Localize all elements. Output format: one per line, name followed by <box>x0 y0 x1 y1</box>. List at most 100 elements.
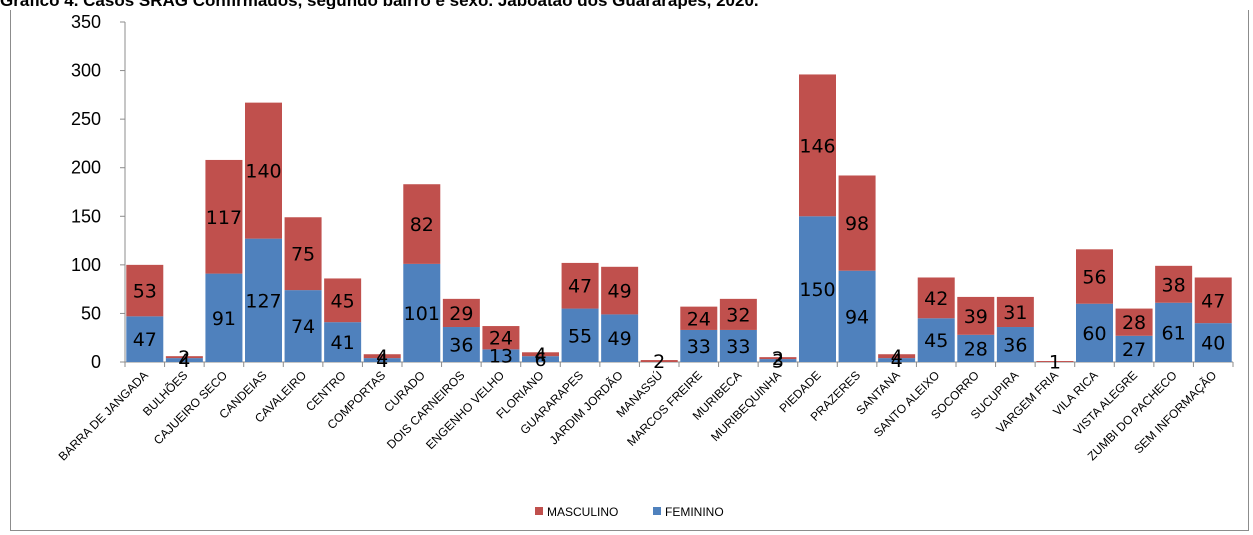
bar-feminino <box>799 216 836 362</box>
bar-masculino <box>640 360 678 362</box>
y-tick-label: 100 <box>71 255 101 275</box>
bar-feminino <box>1076 303 1113 362</box>
data-label-feminino: 55 <box>568 325 592 347</box>
bar-feminino <box>601 314 639 362</box>
data-label-masculino: 2 <box>178 347 190 369</box>
data-label-masculino: 32 <box>726 304 750 326</box>
bar-masculino <box>878 354 916 359</box>
bar-masculino <box>403 184 441 264</box>
data-label-feminino: 4 <box>891 350 903 372</box>
data-label-feminino: 4 <box>376 350 388 372</box>
data-label-masculino: 29 <box>449 303 473 325</box>
bar-feminino <box>838 270 876 362</box>
data-label-masculino: 56 <box>1082 267 1106 289</box>
bar-masculino <box>324 278 362 323</box>
legend-label-masculino: MASCULINO <box>547 505 618 519</box>
bar-feminino <box>957 334 995 362</box>
bar-masculino <box>838 175 876 271</box>
bar-masculino <box>284 217 322 291</box>
data-label-masculino: 140 <box>245 161 281 183</box>
data-label-masculino: 98 <box>845 213 869 235</box>
data-label-masculino: 28 <box>1122 312 1146 334</box>
data-label-masculino: 1 <box>1049 352 1061 374</box>
bar-feminino <box>719 329 757 362</box>
data-label-feminino: 40 <box>1201 333 1225 355</box>
bar-masculino <box>482 326 520 350</box>
data-label-feminino: 74 <box>291 316 315 338</box>
data-label-masculino: 39 <box>964 306 988 328</box>
data-label-masculino: 4 <box>534 344 546 366</box>
data-label-masculino: 47 <box>568 276 592 298</box>
bar-masculino <box>1076 249 1113 304</box>
data-label-masculino: 38 <box>1162 274 1186 296</box>
data-label-masculino: 117 <box>206 207 242 229</box>
data-label-masculino: 47 <box>1201 290 1225 312</box>
data-label-masculino: 53 <box>133 281 157 303</box>
bar-feminino <box>363 358 401 362</box>
x-category-label: CAJUEIRO SECO <box>151 368 230 447</box>
bar-masculino <box>1115 308 1153 336</box>
data-label-feminino: 61 <box>1162 322 1186 344</box>
x-category-label: MARCOS FREIRE <box>624 368 705 449</box>
bar-feminino <box>561 308 599 362</box>
y-tick-label: 300 <box>71 61 101 81</box>
data-label-feminino: 33 <box>687 336 711 358</box>
legend-swatch-feminino <box>653 507 661 515</box>
y-tick-label: 0 <box>91 352 101 372</box>
bar-masculino <box>165 356 203 359</box>
legend-label-feminino: FEMININO <box>665 505 724 519</box>
y-tick-label: 250 <box>71 109 101 129</box>
data-label-feminino: 13 <box>489 346 513 368</box>
bar-feminino <box>284 290 322 362</box>
data-label-masculino: 4 <box>376 346 388 368</box>
bar-feminino <box>917 318 955 362</box>
bar-feminino <box>759 359 797 362</box>
data-label-feminino: 127 <box>245 290 281 312</box>
bar-feminino <box>482 349 520 362</box>
data-label-feminino: 27 <box>1122 339 1146 361</box>
data-label-masculino: 2 <box>653 351 665 373</box>
bar-masculino <box>759 357 797 360</box>
data-label-masculino: 49 <box>608 281 632 303</box>
bar-feminino <box>324 322 362 362</box>
bar-masculino <box>363 354 401 359</box>
data-label-feminino: 94 <box>845 306 869 328</box>
data-label-masculino: 2 <box>772 348 784 370</box>
data-label-masculino: 45 <box>331 290 355 312</box>
data-label-masculino: 24 <box>489 328 513 350</box>
legend-swatch-masculino <box>535 507 543 515</box>
bar-masculino <box>522 352 559 357</box>
bar-feminino <box>680 329 718 362</box>
data-label-masculino: 146 <box>799 135 835 157</box>
bar-feminino <box>205 273 243 362</box>
data-label-feminino: 4 <box>178 350 190 372</box>
data-label-feminino: 91 <box>212 308 236 330</box>
bar-masculino <box>205 159 243 274</box>
bar-masculino <box>1194 277 1232 324</box>
data-label-feminino: 101 <box>404 303 440 325</box>
bar-masculino <box>561 262 599 309</box>
data-label-masculino: 42 <box>924 288 948 310</box>
bar-feminino <box>1194 323 1232 362</box>
y-tick-label: 150 <box>71 206 101 226</box>
x-category-label: MURIBEQUINHA <box>708 368 784 444</box>
data-label-masculino: 82 <box>410 214 434 236</box>
bar-masculino <box>799 74 836 217</box>
x-category-label: JARDIM JORDÃO <box>547 368 626 447</box>
bar-masculino <box>996 296 1034 328</box>
bar-feminino <box>245 238 282 362</box>
data-label-feminino: 49 <box>608 328 632 350</box>
data-label-feminino: 36 <box>1003 335 1027 357</box>
bar-masculino <box>1155 265 1193 303</box>
y-tick-label: 350 <box>71 12 101 32</box>
data-label-feminino: 60 <box>1082 323 1106 345</box>
data-label-feminino: 6 <box>534 349 546 371</box>
bar-masculino <box>601 266 639 315</box>
bar-feminino <box>442 327 480 362</box>
bar-feminino <box>996 327 1034 362</box>
bar-feminino <box>522 356 559 362</box>
data-label-masculino: 75 <box>291 244 315 266</box>
data-label-feminino: 33 <box>726 336 750 358</box>
bar-masculino <box>245 102 282 239</box>
